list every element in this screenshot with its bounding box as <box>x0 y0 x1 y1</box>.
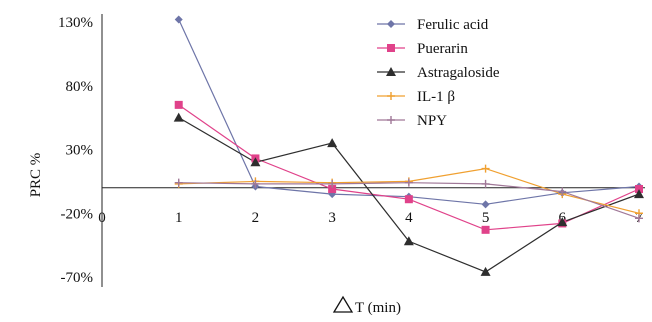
legend: Ferulic acid Puerarin Astragaloside IL-1 β N… <box>377 17 500 129</box>
data-point <box>173 112 184 122</box>
data-point <box>251 179 260 188</box>
x-tick-label: 4 <box>405 210 413 226</box>
data-point <box>174 100 183 109</box>
legend-marker <box>387 20 395 28</box>
x-axis-label: T (min) <box>355 300 401 316</box>
series-markers <box>173 15 644 276</box>
y-tick-label: 130% <box>58 15 93 31</box>
data-point <box>328 179 337 188</box>
x-tick-label: 5 <box>482 210 490 226</box>
data-point <box>404 178 413 187</box>
x-tick-label: 0 <box>98 210 106 226</box>
y-tick-label: -20% <box>61 206 94 222</box>
legend-marker <box>386 67 396 76</box>
legend-marker <box>387 92 395 100</box>
x-tick-label: 3 <box>328 210 336 226</box>
legend-label: Puerarin <box>417 41 468 57</box>
legend-label: NPY <box>417 113 447 129</box>
data-point <box>328 185 337 194</box>
data-point <box>327 138 338 148</box>
series-line-4 <box>178 167 640 214</box>
data-point <box>174 15 183 24</box>
data-point <box>404 195 413 204</box>
legend-label: Ferulic acid <box>417 17 489 33</box>
legend-marker <box>387 44 395 52</box>
y-tick-label: -70% <box>61 270 94 286</box>
data-point <box>634 189 644 199</box>
data-point <box>250 157 261 167</box>
axis-lines <box>101 14 645 287</box>
data-point <box>558 187 567 196</box>
legend-label: Astragaloside <box>417 65 500 81</box>
x-axis-title: T (min) <box>332 295 401 316</box>
y-axis-label: PRC % <box>28 153 44 198</box>
data-point <box>174 178 183 187</box>
series-line-1 <box>178 19 640 205</box>
data-point <box>481 225 490 234</box>
data-point <box>403 236 414 246</box>
y-tick-labels: 130% 80% 30% -20% -70% <box>58 15 93 286</box>
data-point <box>481 179 490 188</box>
data-point <box>557 217 568 227</box>
x-tick-label: 2 <box>252 210 260 226</box>
legend-label: IL-1 β <box>417 89 455 105</box>
series-lines <box>178 19 640 273</box>
data-point <box>481 200 490 209</box>
y-tick-label: 80% <box>66 79 94 95</box>
data-point <box>481 164 490 173</box>
data-point <box>480 266 491 276</box>
delta-symbol <box>332 295 354 313</box>
legend-marker <box>387 116 395 124</box>
data-point <box>635 214 643 223</box>
data-point <box>635 185 643 194</box>
x-tick-label: 1 <box>175 210 183 226</box>
y-tick-label: 30% <box>66 143 94 159</box>
